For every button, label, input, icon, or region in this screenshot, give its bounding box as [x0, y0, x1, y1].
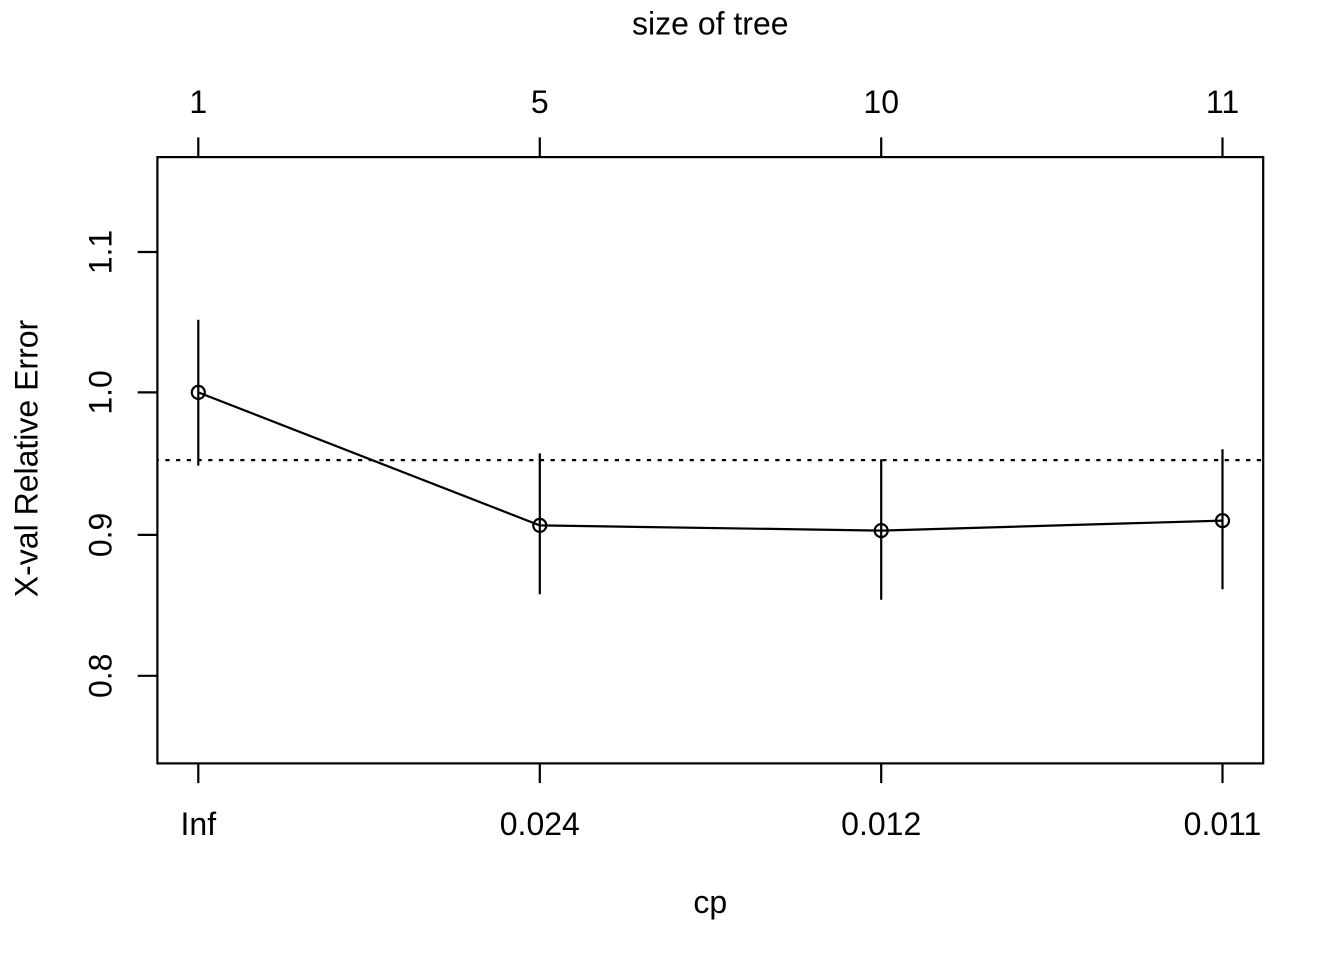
svg-text:Inf: Inf	[181, 806, 217, 842]
svg-text:size of tree: size of tree	[632, 6, 789, 42]
svg-text:1.1: 1.1	[82, 230, 118, 274]
svg-text:11: 11	[1206, 84, 1239, 120]
svg-text:1: 1	[189, 84, 207, 120]
svg-text:0.011: 0.011	[1184, 806, 1262, 842]
svg-text:0.012: 0.012	[841, 806, 921, 842]
svg-text:5: 5	[531, 84, 549, 120]
svg-text:0.8: 0.8	[82, 654, 118, 698]
svg-text:cp: cp	[693, 884, 727, 920]
svg-text:10: 10	[863, 84, 899, 120]
svg-text:0.024: 0.024	[500, 806, 580, 842]
svg-text:1.0: 1.0	[82, 370, 118, 414]
svg-text:0.9: 0.9	[82, 513, 118, 557]
svg-text:X-val Relative Error: X-val Relative Error	[9, 319, 45, 597]
